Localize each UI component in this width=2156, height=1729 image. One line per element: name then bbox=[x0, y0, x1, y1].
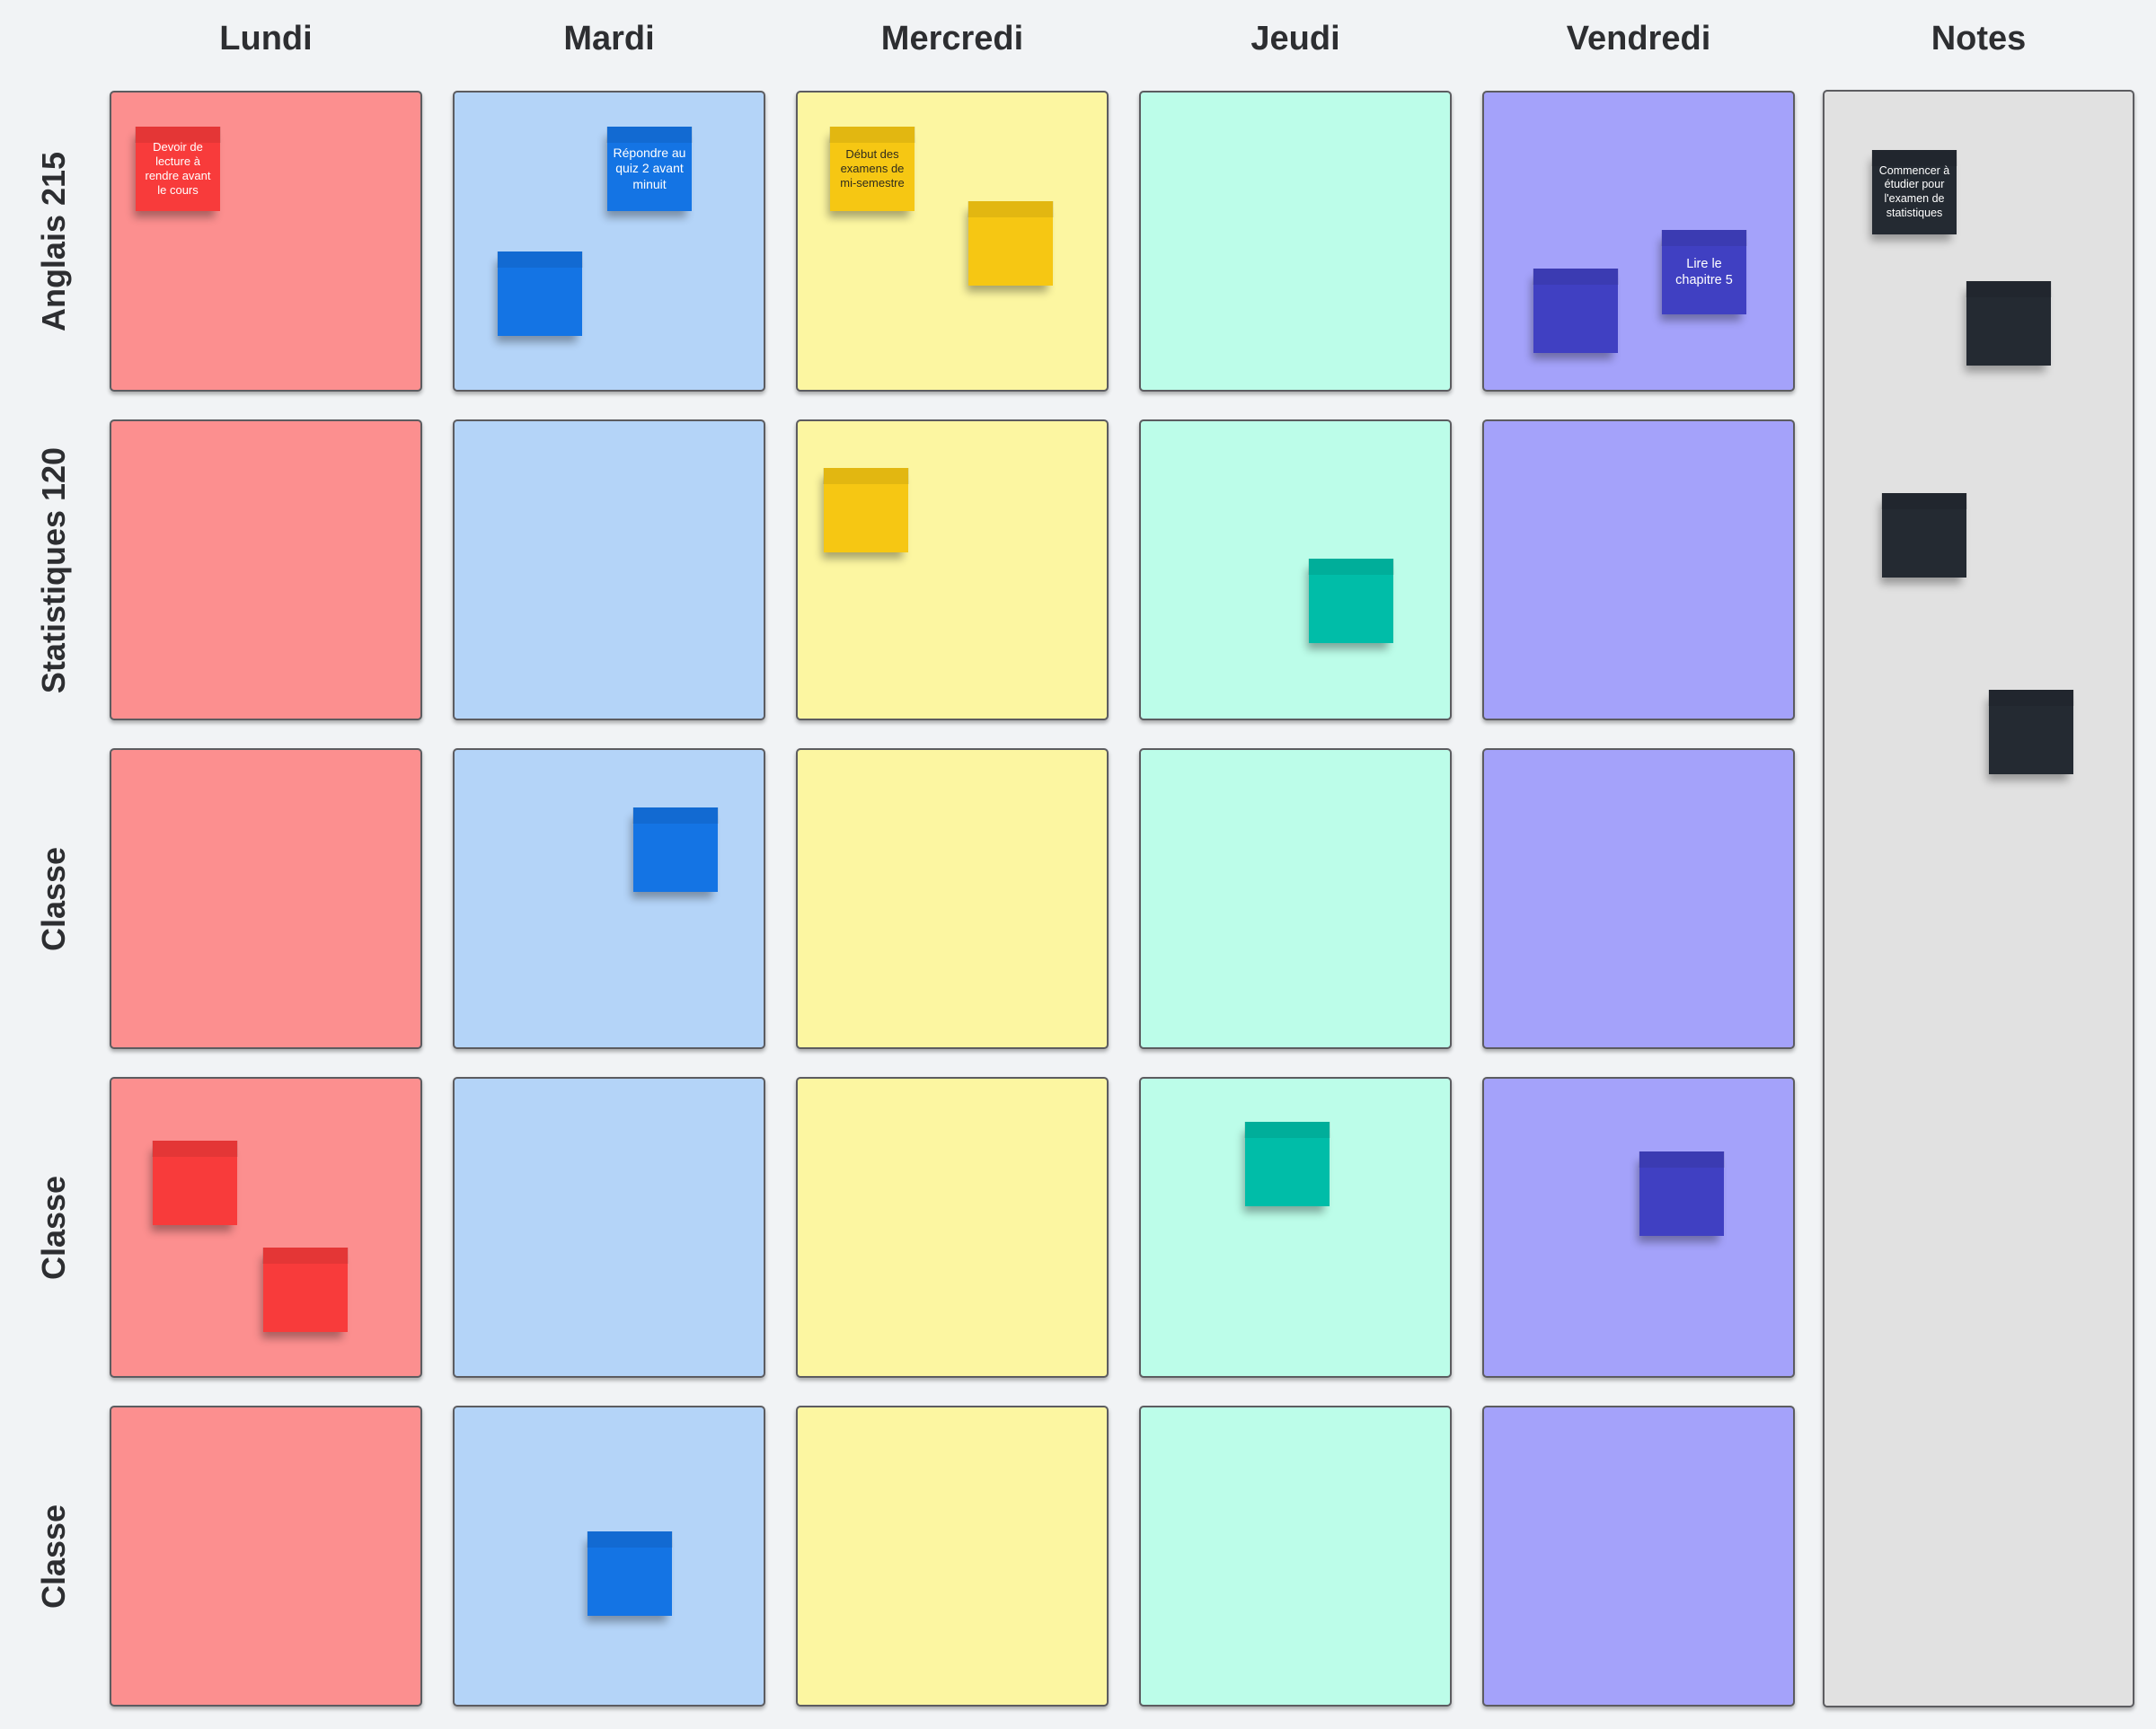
sticky-note[interactable]: Répondre au quiz 2 avant minuit bbox=[606, 127, 693, 211]
sticky-note[interactable]: Commencer à étudier pour l'examen de sta… bbox=[1871, 150, 1957, 234]
column-header-notes: Notes bbox=[1931, 19, 2027, 57]
sticky-top-fold bbox=[262, 1248, 349, 1264]
sticky-note-blank[interactable] bbox=[262, 1248, 349, 1332]
sticky-top-fold bbox=[1639, 1151, 1725, 1168]
cell-mardi-row1[interactable] bbox=[453, 419, 765, 720]
row-label-4: Classe bbox=[5, 1406, 102, 1707]
sticky-top-fold bbox=[606, 127, 693, 143]
cell-mardi-row4[interactable] bbox=[453, 1406, 765, 1707]
cell-mardi-row3[interactable] bbox=[453, 1077, 765, 1378]
sticky-note[interactable]: Lire le chapitre 5 bbox=[1661, 230, 1747, 314]
sticky-note-blank[interactable] bbox=[1988, 690, 2074, 774]
cell-lundi-row2[interactable] bbox=[110, 748, 422, 1049]
sticky-top-fold bbox=[632, 807, 719, 824]
sticky-note-blank[interactable] bbox=[497, 251, 583, 336]
sticky-note-text: Devoir de lecture à rendre avant le cour… bbox=[145, 139, 211, 198]
cell-mercredi-row0[interactable]: Début des examens de mi-semestre bbox=[796, 91, 1109, 392]
row-label-1: Statistiques 120 bbox=[5, 419, 102, 720]
sticky-note-blank[interactable] bbox=[1881, 493, 1967, 578]
cell-jeudi-row3[interactable] bbox=[1139, 1077, 1452, 1378]
sticky-top-fold bbox=[152, 1141, 238, 1157]
sticky-note-blank[interactable] bbox=[1308, 559, 1394, 643]
cell-vendredi-row3[interactable] bbox=[1482, 1077, 1795, 1378]
cell-mercredi-row3[interactable] bbox=[796, 1077, 1109, 1378]
sticky-note-text: Début des examens de mi-semestre bbox=[840, 146, 905, 190]
cell-jeudi-row1[interactable] bbox=[1139, 419, 1452, 720]
cell-vendredi-row0[interactable]: Lire le chapitre 5 bbox=[1482, 91, 1795, 392]
sticky-top-fold bbox=[1881, 493, 1967, 509]
column-header-vendredi: Vendredi bbox=[1566, 19, 1711, 57]
sticky-top-fold bbox=[968, 201, 1054, 217]
cell-mercredi-row1[interactable] bbox=[796, 419, 1109, 720]
sticky-note-blank[interactable] bbox=[587, 1531, 673, 1616]
row-label-text: Classe bbox=[35, 846, 72, 951]
sticky-top-fold bbox=[1308, 559, 1394, 575]
cell-lundi-row1[interactable] bbox=[110, 419, 422, 720]
cell-lundi-row4[interactable] bbox=[110, 1406, 422, 1707]
cell-jeudi-row2[interactable] bbox=[1139, 748, 1452, 1049]
row-label-2: Classe bbox=[5, 748, 102, 1049]
row-label-text: Classe bbox=[35, 1175, 72, 1280]
cell-mardi-row2[interactable] bbox=[453, 748, 765, 1049]
cell-jeudi-row0[interactable] bbox=[1139, 91, 1452, 392]
column-header-mercredi: Mercredi bbox=[880, 19, 1024, 57]
sticky-top-fold bbox=[587, 1531, 673, 1548]
sticky-top-fold bbox=[1244, 1122, 1330, 1138]
sticky-top-fold bbox=[829, 127, 915, 143]
cell-jeudi-row4[interactable] bbox=[1139, 1406, 1452, 1707]
sticky-note-text: Répondre au quiz 2 avant minuit bbox=[613, 145, 686, 191]
column-header-lundi: Lundi bbox=[219, 19, 313, 57]
row-label-3: Classe bbox=[5, 1077, 102, 1378]
row-label-0: Anglais 215 bbox=[5, 91, 102, 392]
cell-lundi-row3[interactable] bbox=[110, 1077, 422, 1378]
sticky-note-blank[interactable] bbox=[152, 1141, 238, 1225]
sticky-top-fold bbox=[1661, 230, 1747, 246]
sticky-top-fold bbox=[1966, 281, 2052, 297]
cell-vendredi-row2[interactable] bbox=[1482, 748, 1795, 1049]
sticky-note-blank[interactable] bbox=[1244, 1122, 1330, 1206]
sticky-note[interactable]: Début des examens de mi-semestre bbox=[829, 127, 915, 211]
sticky-note-text: Lire le chapitre 5 bbox=[1675, 256, 1733, 287]
sticky-note-text: Commencer à étudier pour l'examen de sta… bbox=[1878, 163, 1950, 219]
column-header-jeudi: Jeudi bbox=[1250, 19, 1340, 57]
row-label-text: Classe bbox=[35, 1504, 72, 1609]
sticky-top-fold bbox=[497, 251, 583, 268]
cell-mercredi-row2[interactable] bbox=[796, 748, 1109, 1049]
notes-panel[interactable]: Commencer à étudier pour l'examen de sta… bbox=[1823, 90, 2134, 1707]
sticky-top-fold bbox=[1988, 690, 2074, 706]
sticky-note[interactable]: Devoir de lecture à rendre avant le cour… bbox=[135, 127, 221, 211]
sticky-top-fold bbox=[1533, 269, 1619, 285]
sticky-note-blank[interactable] bbox=[1639, 1151, 1725, 1236]
sticky-top-fold bbox=[823, 468, 909, 484]
cell-vendredi-row1[interactable] bbox=[1482, 419, 1795, 720]
sticky-note-blank[interactable] bbox=[1533, 269, 1619, 353]
cell-mardi-row0[interactable]: Répondre au quiz 2 avant minuit bbox=[453, 91, 765, 392]
row-label-text: Statistiques 120 bbox=[35, 446, 72, 693]
cell-lundi-row0[interactable]: Devoir de lecture à rendre avant le cour… bbox=[110, 91, 422, 392]
cell-mercredi-row4[interactable] bbox=[796, 1406, 1109, 1707]
sticky-note-blank[interactable] bbox=[632, 807, 719, 892]
row-label-text: Anglais 215 bbox=[35, 151, 72, 331]
sticky-note-blank[interactable] bbox=[968, 201, 1054, 286]
sticky-note-blank[interactable] bbox=[823, 468, 909, 552]
sticky-note-blank[interactable] bbox=[1966, 281, 2052, 366]
column-header-mardi: Mardi bbox=[563, 19, 655, 57]
cell-vendredi-row4[interactable] bbox=[1482, 1406, 1795, 1707]
